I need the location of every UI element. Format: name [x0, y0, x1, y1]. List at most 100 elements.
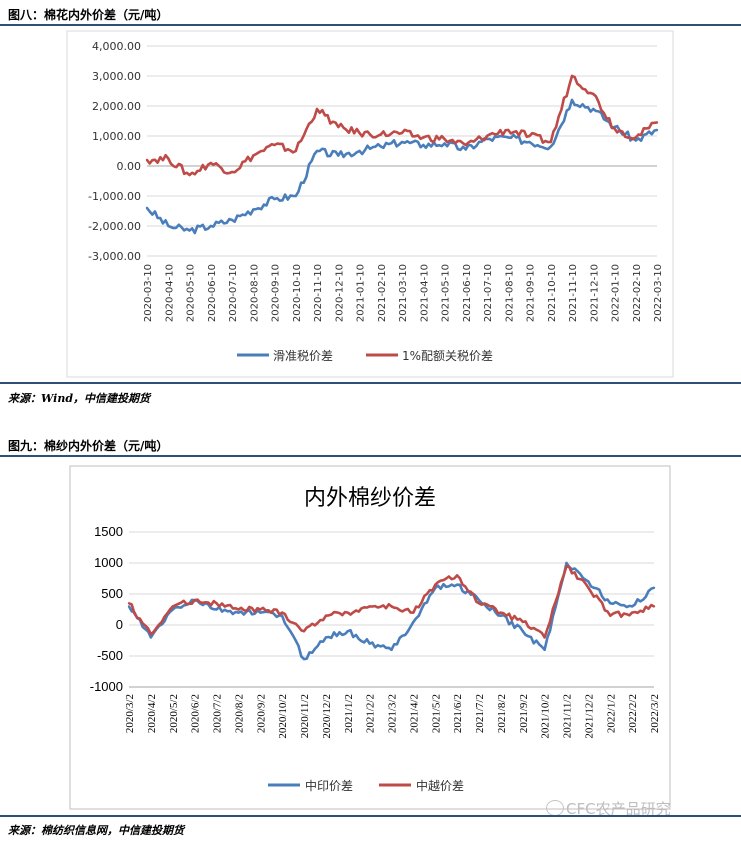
- x-tick-label: 2021/8/2: [496, 694, 508, 733]
- x-tick-label: 2020-09-10: [271, 264, 282, 322]
- data-point-series-1: [167, 157, 170, 160]
- x-tick-label: 2021-05-10: [441, 264, 452, 322]
- chart1-x-axis: 2020-03-10 2020-04-10 2020-05-10 2020-06-10…: [143, 264, 664, 322]
- data-point-series-0: [570, 98, 574, 102]
- data-point-series-0: [609, 602, 612, 605]
- data-point-series-1: [346, 611, 349, 614]
- x-tick-label: 2020-12-10: [334, 264, 345, 322]
- data-point-series-0: [464, 148, 467, 151]
- x-tick-label: 2021-09-10: [526, 264, 537, 322]
- data-point-series-1: [368, 605, 371, 608]
- data-point-series-0: [368, 642, 371, 645]
- x-tick-label: 2022-03-10: [653, 264, 664, 322]
- y-tick-label: -500: [97, 648, 123, 663]
- data-point-series-0: [630, 605, 634, 608]
- data-point-series-0: [346, 630, 349, 633]
- x-tick-label: 2021/11/2: [562, 694, 574, 738]
- x-tick-label: 2020/8/2: [233, 694, 245, 733]
- chart1-legend: 滑准税价差 1%配额关税价差: [237, 349, 493, 363]
- data-point-series-0: [634, 139, 637, 142]
- watermark: CFC农产品研究: [566, 800, 671, 818]
- data-point-series-0: [294, 194, 297, 198]
- x-tick-label: 2022/1/2: [605, 694, 617, 733]
- data-point-series-0: [549, 145, 552, 148]
- x-tick-label: 2020/10/2: [277, 694, 289, 739]
- y-tick-label: 1,000.00: [92, 130, 141, 143]
- x-tick-label: 2020-04-10: [164, 264, 175, 322]
- x-tick-label: 2020/7/2: [212, 694, 224, 733]
- data-point-series-1: [127, 602, 131, 605]
- data-point-series-1: [443, 137, 446, 141]
- x-tick-label: 2022-01-10: [611, 264, 622, 322]
- x-tick-label: 2020/3/2: [124, 694, 136, 733]
- data-point-series-0: [167, 224, 170, 228]
- x-tick-label: 2020-06-10: [207, 264, 218, 322]
- data-point-series-0: [149, 636, 153, 639]
- data-point-series-1: [507, 128, 510, 132]
- data-point-series-1: [259, 608, 262, 611]
- data-point-series-1: [230, 170, 234, 174]
- data-point-series-1: [252, 154, 255, 157]
- data-point-series-0: [422, 143, 425, 147]
- x-tick-label: 2021/10/2: [540, 694, 552, 739]
- data-point-series-0: [230, 218, 234, 222]
- figure8-title: 图八：棉花内外价差（元/吨）: [8, 8, 169, 22]
- data-point-series-1: [280, 611, 284, 614]
- data-point-series-0: [188, 229, 191, 232]
- data-point-series-0: [379, 145, 382, 148]
- data-point-series-1: [609, 614, 612, 617]
- data-point-series-1: [193, 599, 196, 602]
- x-tick-label: 2021-08-10: [504, 264, 515, 322]
- data-point-series-0: [302, 657, 306, 661]
- y-tick-label: 4,000.00: [92, 40, 141, 53]
- figure8-source: 来源：Wind，中信建投期货: [8, 392, 151, 405]
- legend-label-smooth-tariff: 滑准税价差: [273, 349, 333, 363]
- data-point-series-1: [630, 611, 634, 614]
- figure8-bottom-rule: [0, 382, 741, 384]
- x-tick-label: 2021/9/2: [518, 694, 530, 733]
- chart1-series: [145, 74, 659, 235]
- data-point-series-1: [171, 605, 174, 608]
- data-point-series-0: [324, 636, 328, 639]
- x-tick-label: 2020-03-10: [143, 264, 154, 322]
- data-point-series-0: [412, 620, 415, 624]
- data-point-series-1: [499, 611, 503, 614]
- y-tick-label: -1000: [90, 679, 123, 694]
- data-point-series-1: [149, 633, 153, 636]
- data-point-series-0: [273, 197, 276, 201]
- chart2-gridlines: [129, 531, 654, 688]
- data-point-series-1: [592, 92, 595, 96]
- data-point-series-1: [215, 602, 218, 605]
- data-point-series-1: [390, 605, 393, 608]
- data-point-series-1: [570, 74, 574, 78]
- x-tick-label: 2020-05-10: [186, 264, 197, 322]
- data-point-series-0: [528, 140, 531, 144]
- figure9-bottom-rule: [0, 815, 741, 817]
- data-point-series-0: [499, 614, 503, 617]
- data-point-series-1: [315, 107, 319, 111]
- x-tick-label: 2022-02-10: [632, 264, 643, 322]
- data-point-series-1: [188, 173, 191, 177]
- figure9-source: 来源：棉纺织信息网，中信建投期货: [8, 824, 184, 837]
- data-point-series-0: [215, 608, 218, 611]
- x-tick-label: 2022/2/2: [627, 694, 639, 733]
- data-point-series-1: [565, 564, 568, 568]
- x-tick-label: 2021/4/2: [408, 694, 420, 733]
- data-point-series-1: [549, 140, 552, 144]
- x-tick-label: 2022/3/2: [649, 694, 661, 733]
- data-point-series-1: [273, 143, 276, 147]
- x-tick-label: 2021-02-10: [377, 264, 388, 322]
- x-tick-label: 2021-10-10: [547, 264, 558, 322]
- x-tick-label: 2021-06-10: [462, 264, 473, 322]
- data-point-series-0: [127, 605, 131, 608]
- x-tick-label: 2020/4/2: [146, 694, 158, 733]
- x-tick-label: 2020-07-10: [228, 264, 239, 322]
- chart2-y-axis: 1500 1000 500 0 -500 -1000: [90, 524, 123, 694]
- data-point-series-0: [390, 648, 393, 651]
- data-point-series-1: [209, 161, 212, 165]
- figure9-top-rule: [0, 455, 741, 457]
- data-point-series-1: [237, 608, 240, 611]
- data-point-series-1: [358, 131, 361, 135]
- x-tick-label: 2020/9/2: [255, 694, 267, 733]
- data-point-series-0: [587, 580, 590, 583]
